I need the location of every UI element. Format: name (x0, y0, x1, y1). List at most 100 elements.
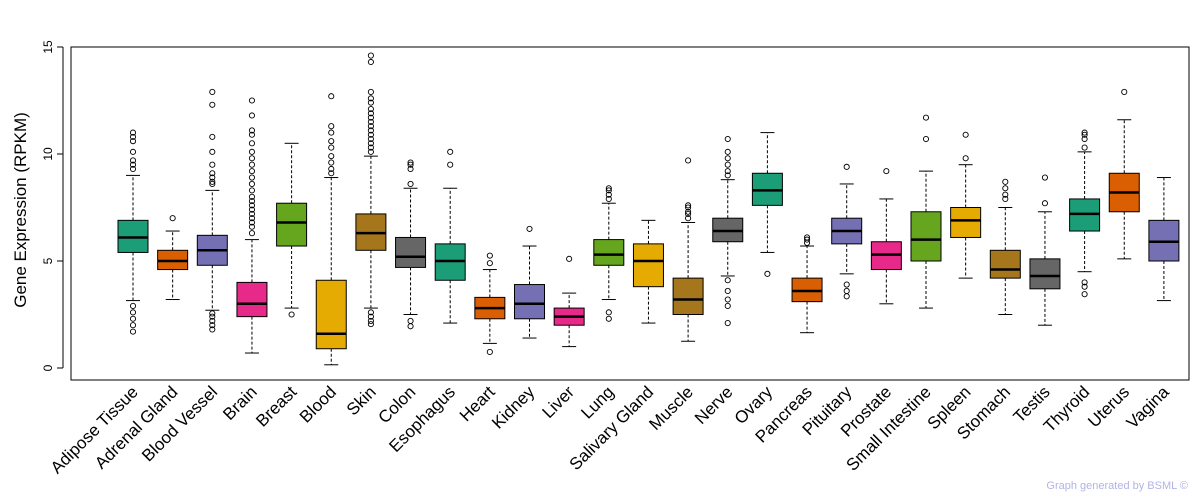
outlier-point (724, 135, 731, 143)
box-prostate (870, 168, 902, 305)
box-liver (553, 255, 585, 348)
box-blood-vessel (196, 88, 228, 333)
x-label-liver: Liver (538, 382, 578, 422)
outlier-point (248, 168, 255, 175)
outlier-point (129, 302, 137, 309)
outlier-point (407, 161, 414, 168)
outlier-point (129, 157, 137, 164)
outlier-point (367, 88, 374, 95)
outlier-point (685, 210, 692, 217)
outlier-point (209, 313, 216, 320)
outlier-point (367, 52, 374, 59)
box-lung (593, 185, 625, 322)
box-muscle (672, 157, 704, 342)
outlier-point (1081, 291, 1088, 298)
outlier-point (843, 293, 850, 300)
outlier-point (248, 215, 255, 222)
outlier-point (804, 234, 811, 241)
iqr-box (632, 243, 664, 288)
outlier-point (328, 144, 335, 151)
outlier-point (724, 296, 731, 303)
outlier-point (407, 165, 414, 173)
box-pituitary (831, 163, 863, 300)
outlier-point (685, 204, 692, 211)
outlier-point (248, 140, 255, 147)
box-ovary (751, 132, 783, 277)
outlier-point (804, 236, 811, 243)
outlier-point (367, 99, 374, 106)
outlier-point (724, 161, 731, 168)
outlier-point (407, 159, 414, 166)
outlier-point (129, 129, 137, 136)
outlier-point (209, 101, 216, 108)
outlier-point (209, 310, 216, 317)
outlier-point (605, 309, 612, 316)
outlier-point (367, 144, 374, 151)
outlier-point (367, 313, 374, 320)
outlier-point (209, 317, 216, 324)
outlier-point (367, 148, 374, 155)
outlier-point (367, 140, 374, 147)
outlier-point (209, 322, 216, 329)
outlier-point (367, 114, 374, 121)
iqr-box (672, 277, 704, 315)
outlier-point (1121, 88, 1128, 95)
y-tick-label-3: 15 (41, 40, 55, 54)
outlier-point (328, 153, 335, 160)
box-esophagus (434, 148, 466, 324)
outlier-point (328, 93, 335, 100)
outlier-point (605, 315, 612, 322)
outlier-point (129, 322, 137, 329)
outlier-point (367, 58, 374, 66)
iqr-box (276, 202, 308, 247)
outlier-point (248, 223, 255, 230)
outlier-point (1081, 135, 1088, 143)
outlier-point (843, 281, 850, 288)
outlier-point (724, 302, 731, 309)
outlier-point (248, 155, 255, 162)
outlier-point (447, 161, 454, 168)
outlier-point (1002, 185, 1009, 192)
outlier-point (248, 187, 255, 194)
box-vagina (1148, 177, 1180, 302)
outlier-point (328, 170, 335, 177)
outlier-point (1081, 131, 1088, 138)
outlier-point (486, 260, 493, 267)
box-heart (474, 252, 506, 356)
outlier-point (843, 163, 850, 170)
y-axis-title: Gene Expression (RPKM) (11, 112, 30, 308)
box-blood (315, 93, 347, 366)
box-pancreas (791, 234, 823, 334)
box-colon (395, 159, 427, 330)
outlier-point (129, 328, 137, 335)
outlier-point (1002, 195, 1009, 202)
outlier-point (407, 323, 414, 330)
iqr-box (1029, 258, 1061, 290)
y-tick-label-0: 0 (41, 364, 55, 371)
iqr-box (910, 211, 942, 262)
outlier-point (248, 174, 255, 181)
x-label-kidney: Kidney (488, 382, 539, 433)
outlier-point (724, 155, 731, 162)
outlier-point (605, 185, 612, 192)
outlier-point (367, 110, 374, 117)
outlier-point (209, 88, 216, 95)
outlier-point (248, 206, 255, 213)
iqr-box (236, 281, 268, 318)
iqr-box (395, 236, 427, 268)
outlier-point (209, 161, 216, 168)
outlier-point (685, 202, 692, 209)
iqr-box (989, 249, 1021, 279)
outlier-point (129, 148, 137, 155)
outlier-point (407, 180, 414, 188)
outlier-point (248, 210, 255, 217)
outlier-point (288, 311, 295, 318)
outlier-point (129, 165, 137, 173)
x-label-vagina: Vagina (1123, 382, 1173, 432)
outlier-point (685, 157, 692, 164)
box-skin (355, 52, 387, 328)
outlier-point (1081, 283, 1088, 290)
box-uterus (1108, 88, 1140, 260)
